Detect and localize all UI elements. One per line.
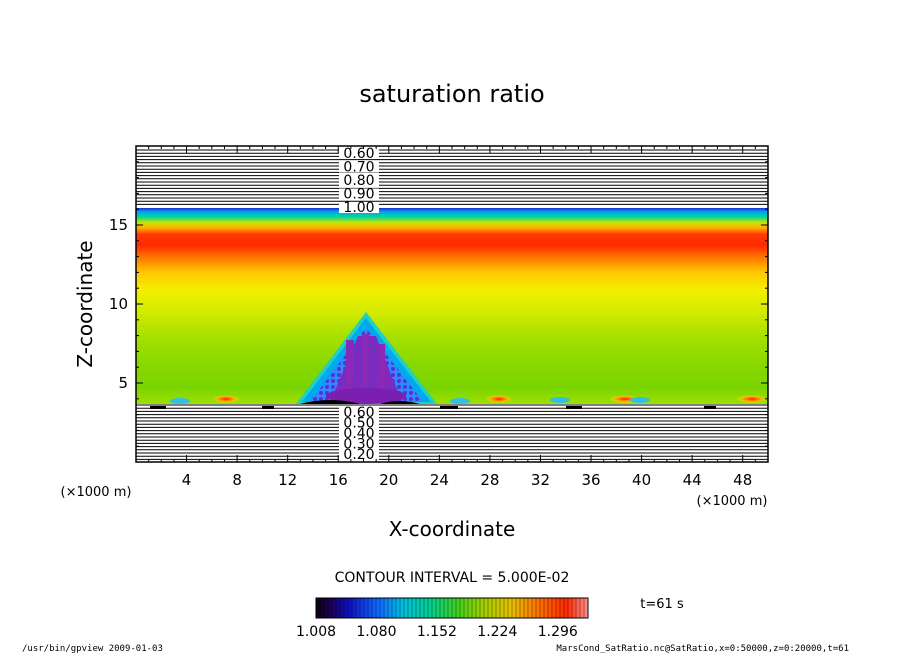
contour-label: 0.70	[343, 160, 374, 176]
contour-label-bg	[339, 438, 379, 450]
x-tick-label: 20	[379, 471, 398, 489]
contour-label-bg	[339, 407, 379, 418]
contour-label-bg	[339, 175, 379, 186]
lower-contour-pockets	[150, 400, 716, 409]
x-tick-label: 8	[232, 471, 242, 489]
contour-label-bg	[339, 449, 379, 460]
footer-left: /usr/bin/gpview 2009-01-03	[22, 644, 163, 654]
contour-label: 0.50	[343, 416, 374, 432]
contour-label-bg	[339, 417, 379, 429]
contour-label: 0.90	[343, 187, 374, 203]
saturation-band	[136, 208, 768, 404]
x-tick-label: 32	[531, 471, 550, 489]
x-axis: 4 8 12 16 20 24 28 32 36 40 44 48	[135, 146, 769, 489]
x-tick-label: 24	[430, 471, 449, 489]
x-tick-label: 28	[480, 471, 499, 489]
colorbar: 1.008 1.080 1.152 1.224 1.296	[296, 597, 589, 640]
lower-contour-labels: 0.600.500.400.300.20	[339, 405, 379, 463]
upper-contour-lines	[136, 149, 768, 205]
contour-interval-text: CONTOUR INTERVAL = 5.000E-02	[335, 570, 570, 586]
contour-label-bg	[339, 428, 379, 439]
x-tick-label: 44	[683, 471, 702, 489]
y-tick-label: 15	[109, 216, 128, 234]
y-tick-label: 10	[109, 295, 128, 313]
contour-label-bg	[339, 188, 379, 200]
colorbar-tick-label: 1.224	[477, 624, 517, 640]
x-tick-label: 48	[733, 471, 752, 489]
upper-contour-labels: 0.600.700.800.901.00	[339, 146, 379, 216]
x-tick-label: 40	[632, 471, 651, 489]
y-axis: 5 10 15	[109, 145, 768, 463]
contour-label: 0.80	[343, 173, 374, 189]
plot-field: 0.600.700.800.901.00 0.600.500.400.300.2…	[136, 146, 768, 463]
cloud-cone	[296, 312, 437, 404]
time-label: t=61 s	[640, 597, 684, 612]
x-axis-label: X-coordinate	[389, 517, 516, 541]
x-unit-right: (×1000 m)	[697, 494, 768, 509]
y-tick-label: 5	[118, 374, 128, 392]
x-unit-left: (×1000 m)	[61, 485, 132, 500]
contour-label: 0.60	[343, 146, 374, 162]
contour-label-bg	[339, 161, 379, 173]
footer-right: MarsCond_SatRatio.nc@SatRatio,x=0:50000,…	[556, 644, 849, 654]
y-axis-label: Z-coordinate	[73, 240, 97, 367]
colorbar-tick-label: 1.152	[417, 624, 457, 640]
lower-contour-lines	[136, 404, 768, 460]
x-tick-label: 16	[329, 471, 348, 489]
contour-label: 1.00	[343, 200, 374, 216]
x-tick-label: 4	[182, 471, 192, 489]
contour-label: 0.60	[343, 405, 374, 421]
colorbar-tick-label: 1.008	[296, 624, 336, 640]
contour-label-bg	[339, 148, 379, 159]
colorbar-tick-label: 1.296	[538, 624, 578, 640]
contour-label: 0.30	[343, 437, 374, 453]
contour-label: 0.20	[343, 447, 374, 463]
contour-label: 0.40	[343, 426, 374, 442]
contour-label-bg	[339, 202, 379, 213]
chart-title: saturation ratio	[359, 80, 544, 108]
colorbar-tick-label: 1.080	[356, 624, 396, 640]
x-tick-label: 12	[278, 471, 297, 489]
warm-spots	[170, 395, 768, 404]
x-tick-label: 36	[581, 471, 600, 489]
